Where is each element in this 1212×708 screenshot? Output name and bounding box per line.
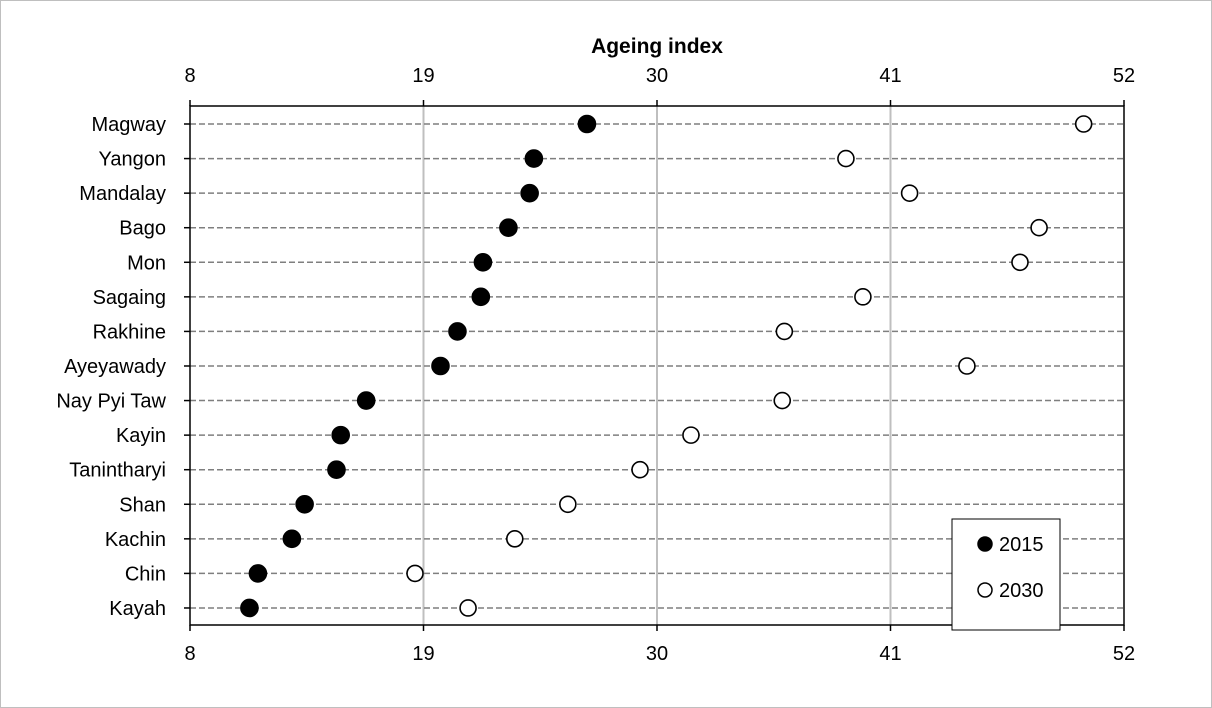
data-point-2030 bbox=[559, 495, 577, 514]
legend-box bbox=[951, 518, 1061, 631]
category-label: Kayin bbox=[116, 425, 166, 447]
category-label: Shan bbox=[119, 494, 166, 516]
data-point-2015 bbox=[577, 114, 597, 134]
data-point-2015 bbox=[431, 356, 450, 376]
data-point-2015 bbox=[282, 529, 302, 549]
data-markers bbox=[240, 114, 1093, 618]
legend: 2015 2030 bbox=[951, 518, 1061, 631]
data-point-2030 bbox=[505, 530, 524, 548]
category-label: Sagaing bbox=[93, 287, 166, 309]
data-point-2015 bbox=[295, 494, 314, 514]
legend-2015-label: 2015 bbox=[999, 534, 1044, 556]
data-point-2030 bbox=[958, 357, 976, 375]
gridlines bbox=[422, 106, 892, 625]
data-point-2015 bbox=[248, 564, 268, 583]
data-point-2030 bbox=[837, 149, 855, 168]
data-point-2015 bbox=[471, 287, 491, 307]
x-axis-top: 8 19 30 41 52 bbox=[184, 65, 1135, 106]
category-label: Mandalay bbox=[79, 183, 166, 205]
data-point-2015 bbox=[524, 149, 544, 168]
category-label: Tanintharyi bbox=[69, 460, 166, 482]
x-tick-label-top: 19 bbox=[412, 65, 434, 87]
data-point-2015 bbox=[240, 598, 259, 618]
data-point-2015 bbox=[520, 183, 539, 203]
category-label: Chin bbox=[125, 563, 166, 585]
category-label: Nay Pyi Taw bbox=[56, 391, 166, 413]
data-point-2030 bbox=[775, 322, 794, 341]
data-point-2030 bbox=[406, 564, 424, 583]
category-label: Magway bbox=[92, 114, 166, 136]
x-tick-label-bottom: 52 bbox=[1113, 643, 1135, 665]
x-tick-label-bottom: 41 bbox=[879, 643, 901, 665]
data-point-2030 bbox=[682, 426, 700, 444]
x-tick-label-top: 8 bbox=[184, 65, 195, 87]
x-tick-label-bottom: 19 bbox=[412, 643, 434, 665]
data-point-2030 bbox=[1030, 218, 1048, 237]
category-label: Bago bbox=[119, 218, 166, 240]
data-point-2030 bbox=[854, 288, 872, 306]
data-point-2015 bbox=[356, 391, 376, 410]
data-point-2030 bbox=[1074, 115, 1093, 133]
data-point-2030 bbox=[1011, 253, 1029, 272]
data-point-2015 bbox=[327, 460, 346, 480]
x-axis-bottom: 8 19 30 41 52 bbox=[184, 625, 1135, 665]
legend-2015-marker bbox=[977, 536, 993, 552]
data-point-2030 bbox=[631, 460, 649, 479]
category-label: Kachin bbox=[105, 529, 166, 551]
data-point-2015 bbox=[448, 322, 467, 341]
data-point-2030 bbox=[459, 599, 477, 617]
category-label: Mon bbox=[127, 252, 166, 274]
x-tick-label-top: 30 bbox=[646, 65, 668, 87]
category-label: Yangon bbox=[99, 149, 166, 171]
x-tick-label-top: 41 bbox=[879, 65, 901, 87]
data-point-2015 bbox=[473, 252, 493, 272]
legend-2030-marker bbox=[977, 582, 993, 598]
x-tick-label-bottom: 8 bbox=[184, 643, 195, 665]
category-label: Kayah bbox=[109, 598, 166, 620]
data-point-2015 bbox=[331, 425, 351, 445]
category-label: Rakhine bbox=[93, 321, 166, 343]
legend-2030-label: 2030 bbox=[999, 580, 1044, 602]
category-label: Ayeyawady bbox=[64, 356, 166, 378]
data-point-2015 bbox=[499, 218, 518, 238]
data-point-2030 bbox=[900, 184, 919, 202]
data-point-2030 bbox=[773, 391, 792, 410]
x-tick-label-top: 52 bbox=[1113, 65, 1135, 87]
chart-title: Ageing index bbox=[591, 35, 723, 58]
x-tick-label-bottom: 30 bbox=[646, 643, 668, 665]
